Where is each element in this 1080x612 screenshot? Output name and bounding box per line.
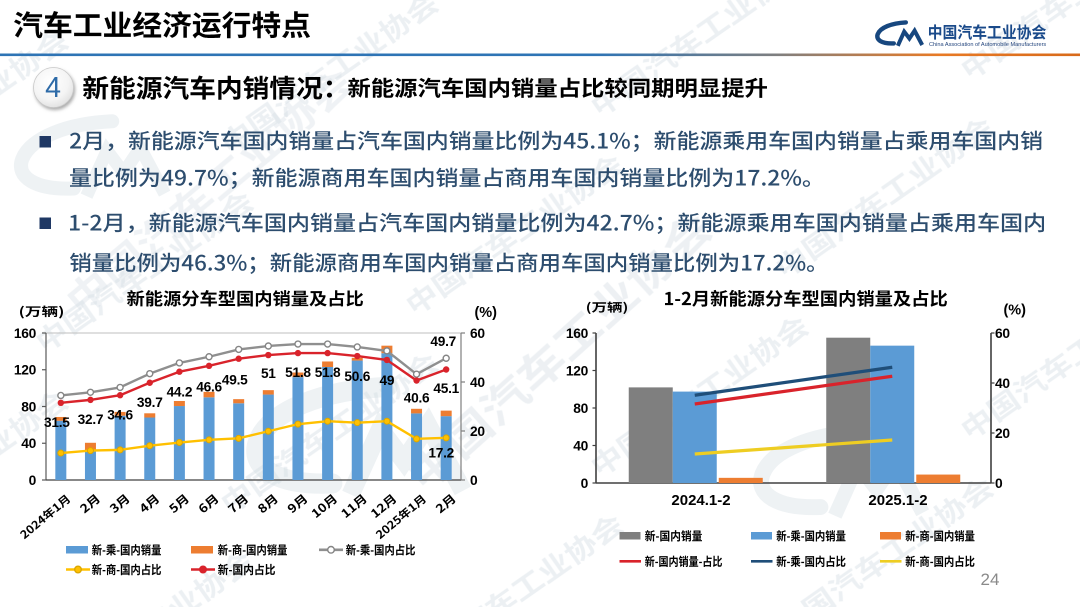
svg-text:50.6: 50.6 xyxy=(344,369,370,384)
svg-text:40.6: 40.6 xyxy=(404,391,430,406)
svg-text:40: 40 xyxy=(21,436,36,451)
svg-text:17.2: 17.2 xyxy=(428,446,454,461)
svg-text:(%): (%) xyxy=(1003,303,1026,319)
svg-text:51.8: 51.8 xyxy=(315,365,341,380)
svg-text:20: 20 xyxy=(995,426,1010,441)
svg-text:0: 0 xyxy=(29,473,37,488)
svg-text:51.8: 51.8 xyxy=(285,365,311,380)
svg-text:49.5: 49.5 xyxy=(222,372,248,387)
svg-text:60: 60 xyxy=(995,326,1010,341)
svg-text:4: 4 xyxy=(45,72,61,104)
svg-text:49: 49 xyxy=(380,373,395,388)
svg-text:32.7: 32.7 xyxy=(78,412,104,427)
svg-text:46.6: 46.6 xyxy=(196,380,222,395)
svg-text:24: 24 xyxy=(981,570,1000,589)
svg-text:34.6: 34.6 xyxy=(107,407,133,422)
svg-text:0: 0 xyxy=(470,473,478,488)
svg-text:40: 40 xyxy=(995,376,1010,391)
svg-text:120: 120 xyxy=(14,363,37,378)
svg-text:China Association of Automobil: China Association of Automobile Manufact… xyxy=(929,42,1046,48)
svg-text:(%): (%) xyxy=(474,305,497,321)
svg-text:20: 20 xyxy=(470,424,485,439)
svg-text:51: 51 xyxy=(261,366,276,381)
svg-text:80: 80 xyxy=(21,399,36,414)
svg-text:40: 40 xyxy=(573,438,588,453)
svg-text:31.5: 31.5 xyxy=(44,415,70,430)
svg-text:2025.1-2: 2025.1-2 xyxy=(868,492,927,509)
svg-text:0: 0 xyxy=(995,476,1003,491)
svg-text:49.7: 49.7 xyxy=(430,334,456,349)
svg-text:80: 80 xyxy=(573,401,588,416)
svg-text:0: 0 xyxy=(581,476,589,491)
svg-text:120: 120 xyxy=(566,363,589,378)
svg-text:40: 40 xyxy=(470,375,485,390)
svg-text:45.1: 45.1 xyxy=(433,381,459,396)
svg-text:39.7: 39.7 xyxy=(137,395,163,410)
svg-text:160: 160 xyxy=(566,326,589,341)
svg-text:44.2: 44.2 xyxy=(167,384,193,399)
svg-text:2024.1-2: 2024.1-2 xyxy=(671,492,730,509)
svg-text:160: 160 xyxy=(14,326,37,341)
svg-text:60: 60 xyxy=(470,326,485,341)
